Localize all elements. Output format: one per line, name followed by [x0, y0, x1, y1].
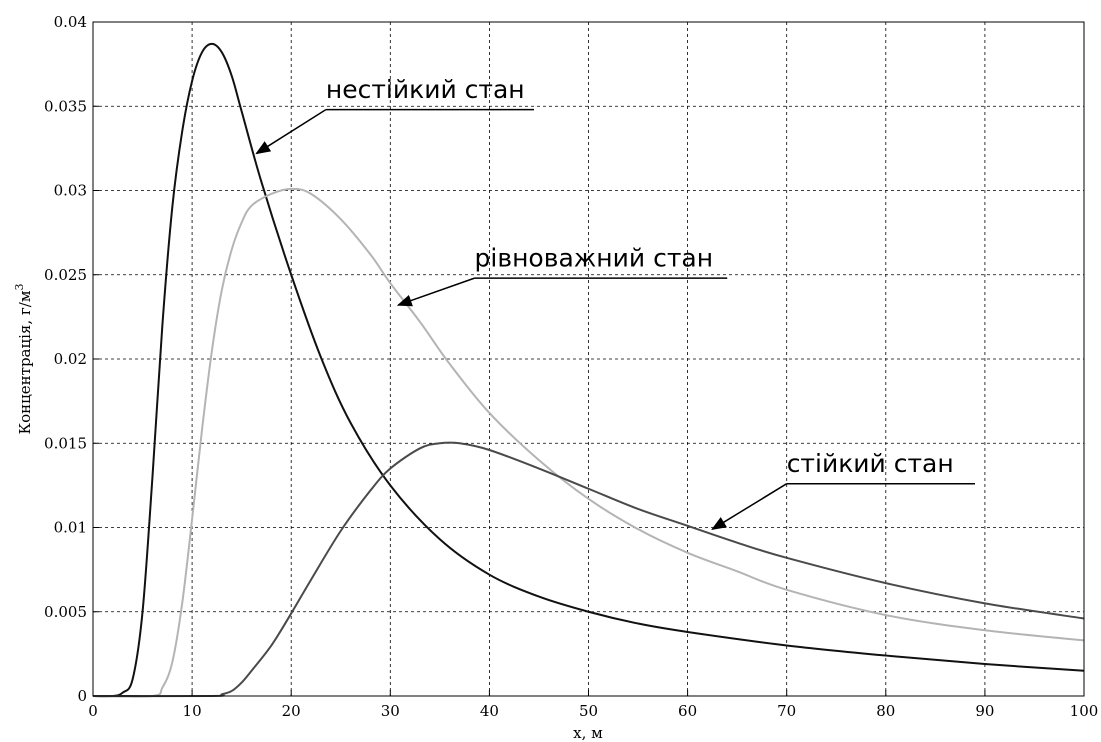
y-axis-label-superscript: 3: [13, 283, 26, 290]
series-group: [92, 42, 1085, 698]
annotations: нестійкий стан рівноважний стан стійкий ст…: [255, 75, 975, 530]
y-tick-label: 0.04: [54, 13, 87, 31]
x-tick-label: 10: [183, 702, 202, 720]
x-tick-label: 40: [480, 702, 499, 720]
x-tick-label: 30: [381, 702, 400, 720]
annotation-label-1: нестійкий стан: [326, 75, 525, 104]
y-axis-label-text: Концентрація, г/м: [16, 290, 34, 434]
x-tick-label: 70: [777, 702, 796, 720]
y-tick-label: 0.02: [54, 350, 87, 368]
series-line-3: [92, 441, 1085, 698]
x-tick-label: 100: [1070, 702, 1099, 720]
x-tick-labels: 0 10 20 30 40 50 60 70 80 90 100: [88, 690, 1098, 720]
x-tick-label: 80: [876, 702, 895, 720]
y-tick-label: 0.035: [44, 97, 87, 115]
y-tick-label: 0: [77, 687, 87, 705]
series-line-2: [92, 187, 1085, 698]
x-tick-label: 20: [282, 702, 301, 720]
y-tick-label: 0.015: [44, 434, 87, 452]
grid: [93, 22, 1084, 696]
y-tick-labels: 0 0.005 0.01 0.015 0.02 0.025 0.03 0.035 0.04: [44, 13, 99, 705]
annotation-label-3: стійкий стан: [787, 449, 954, 478]
x-tick-label: 90: [975, 702, 994, 720]
y-axis-label: Концентрація, г/м3: [13, 283, 34, 434]
series-line-1: [92, 42, 1085, 698]
x-axis-label: x, м: [573, 724, 603, 742]
annotation-arrow-2: [396, 277, 475, 307]
x-tick-label: 0: [88, 702, 98, 720]
y-tick-label: 0.005: [44, 603, 87, 621]
annotation-arrow-1: [255, 108, 327, 155]
x-tick-label: 50: [579, 702, 598, 720]
annotation-label-2: рівноважний стан: [475, 243, 714, 272]
x-tick-label: 60: [678, 702, 697, 720]
annotation-arrow-3: [711, 483, 788, 530]
y-tick-label: 0.025: [44, 266, 87, 284]
y-tick-label: 0.01: [54, 519, 87, 537]
y-tick-label: 0.03: [54, 182, 87, 200]
